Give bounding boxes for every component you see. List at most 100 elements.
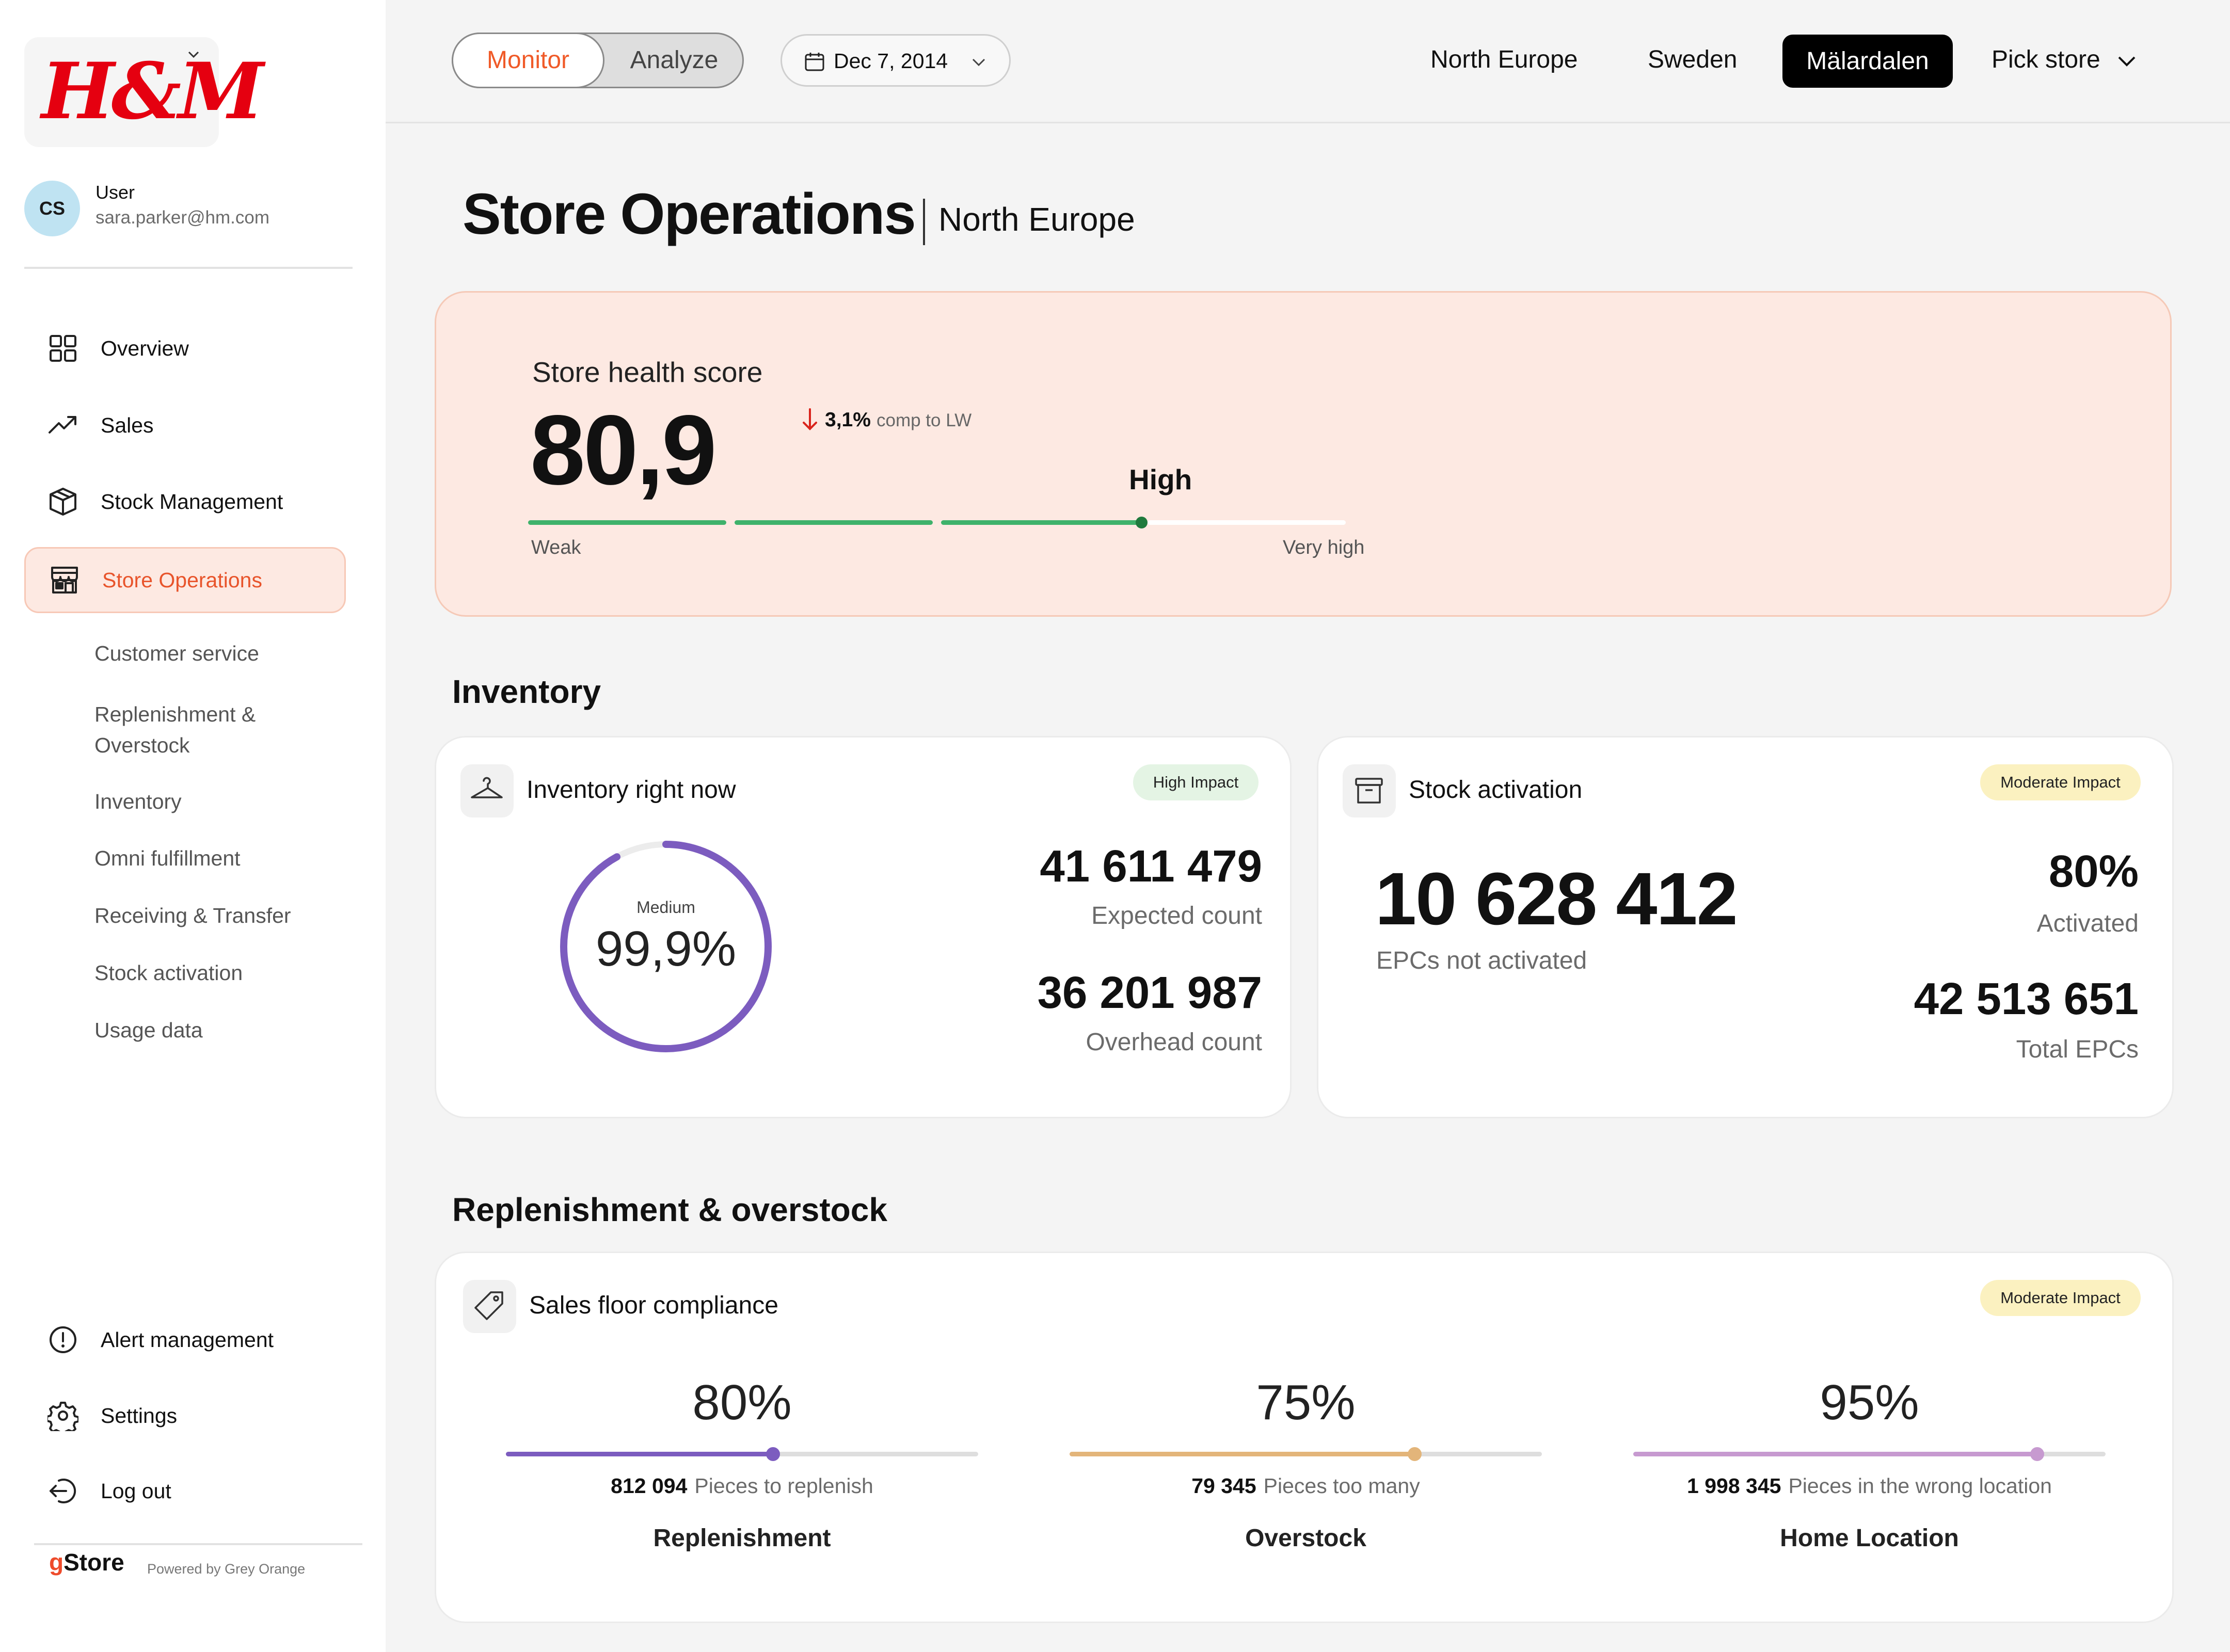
mode-analyze-button[interactable]: Analyze [630, 46, 719, 74]
title-separator [923, 199, 925, 245]
metric-fill [506, 1452, 773, 1456]
mode-monitor-button[interactable]: Monitor [452, 33, 604, 88]
page-subtitle: North Europe [938, 201, 1135, 238]
subnav-customer-service[interactable]: Customer service [94, 641, 259, 665]
sidebar-item-sales[interactable]: Sales [24, 394, 343, 457]
activated-label: Activated [2036, 910, 2139, 937]
epcs-not-activated: 10 628 412 [1375, 857, 1738, 940]
subnav-usage-data[interactable]: Usage data [94, 1018, 203, 1042]
health-label: Store health score [532, 356, 763, 388]
alert-circle-icon [50, 1326, 76, 1353]
total-epcs-label: Total EPCs [2016, 1036, 2139, 1063]
chevron-down-icon[interactable] [186, 46, 201, 62]
sidebar-item-alert-management[interactable]: Alert management [24, 1308, 343, 1371]
expected-count-label: Expected count [1091, 902, 1262, 929]
brand-switcher[interactable] [24, 37, 219, 147]
metric-count-line: 79 345 Pieces too many [1070, 1474, 1542, 1498]
user-email: sara.parker@hm.com [95, 207, 270, 228]
expected-count: 41 611 479 [1040, 841, 1262, 891]
tag-icon-box [463, 1280, 516, 1333]
subnav-label-line: Replenishment & [94, 702, 256, 726]
pick-store-dropdown[interactable]: Pick store [1992, 45, 2136, 74]
sidebar-footer-divider [34, 1543, 362, 1545]
impact-badge: High Impact [1133, 764, 1259, 800]
date-value: Dec 7, 2014 [834, 49, 948, 73]
logout-icon [50, 1479, 76, 1503]
metric-name: Home Location [1780, 1525, 1959, 1552]
subnav-replenishment-overstock[interactable]: Replenishment & Overstock [94, 699, 256, 761]
arrow-down-icon [803, 408, 817, 430]
metric-fill [1070, 1452, 1414, 1456]
health-bar-fill [735, 520, 933, 525]
hanger-icon-box [460, 764, 514, 817]
metric-marker [1407, 1447, 1422, 1461]
health-delta: 3,1% [825, 409, 871, 431]
total-epcs: 42 513 651 [1914, 974, 2139, 1024]
ring-label: Medium [636, 898, 695, 917]
health-delta-suffix: comp to LW [877, 410, 972, 430]
calendar-icon [805, 53, 824, 71]
user-name: User [95, 182, 135, 203]
metric-marker [2030, 1447, 2045, 1461]
card-title: Inventory right now [527, 776, 736, 804]
activated-percent: 80% [2048, 846, 2139, 896]
inventory-ring-chart [560, 841, 772, 1052]
subnav-inventory[interactable]: Inventory [94, 790, 182, 813]
sidebar-item-label: Settings [101, 1404, 178, 1428]
gstore-logo: gStore [49, 1548, 124, 1576]
epcs-not-activated-label: EPCs not activated [1376, 947, 1587, 974]
hanger-icon [471, 777, 503, 798]
overhead-count: 36 201 987 [1037, 968, 1262, 1018]
crumb-sweden[interactable]: Sweden [1648, 46, 1738, 73]
card-title: Stock activation [1409, 776, 1583, 804]
metric-count-line: 1 998 345 Pieces in the wrong location [1633, 1474, 2106, 1498]
metric-count: 1 998 345 [1687, 1474, 1781, 1498]
sidebar-item-store-operations[interactable]: Store Operations [24, 547, 346, 613]
sidebar-divider [24, 267, 353, 269]
ring-progress [560, 841, 772, 1052]
store-icon [51, 567, 78, 594]
avatar[interactable]: CS [24, 181, 80, 236]
ring-value: 99,9% [595, 921, 737, 976]
card-title: Sales floor compliance [529, 1292, 778, 1319]
sidebar-item-label: Stock Management [101, 490, 283, 514]
metric-count: 812 094 [611, 1474, 688, 1498]
impact-badge: Moderate Impact [1980, 764, 2141, 800]
section-title-inventory: Inventory [452, 673, 601, 710]
impact-badge: Moderate Impact [1980, 1280, 2141, 1316]
box-icon [50, 488, 76, 516]
subnav-stock-activation[interactable]: Stock activation [94, 961, 243, 985]
store-health-card: Store health score 80,9 3,1% comp to LW … [435, 291, 2172, 617]
health-score: 80,9 [530, 394, 717, 505]
tag-icon [474, 1291, 503, 1320]
metric-count-line: 812 094 Pieces to replenish [506, 1474, 978, 1498]
metric-percent: 95% [1820, 1375, 1919, 1430]
sidebar-item-stock-management[interactable]: Stock Management [24, 470, 343, 533]
sidebar-item-settings[interactable]: Settings [24, 1384, 343, 1447]
health-bar-fill [941, 520, 1139, 525]
chevron-down-icon [972, 58, 985, 67]
crumb-malardalen[interactable]: Mälardalen [1782, 35, 1953, 88]
health-min-label: Weak [531, 537, 581, 558]
trend-up-icon [49, 416, 76, 434]
health-bar-segment [1148, 520, 1346, 525]
gstore-logo-text: Store [63, 1549, 124, 1576]
sidebar-item-label: Sales [101, 413, 154, 437]
metric-desc: Pieces too many [1263, 1474, 1420, 1498]
metric-count: 79 345 [1191, 1474, 1256, 1498]
hm-logo: H&M [41, 46, 264, 137]
sidebar-item-overview[interactable]: Overview [24, 317, 343, 380]
sidebar-item-log-out[interactable]: Log out [24, 1459, 343, 1522]
pick-store-label: Pick store [1992, 46, 2100, 73]
main-content: Monitor Analyze Dec 7, 2014 North Europe… [386, 0, 2230, 1652]
metric-desc: Pieces in the wrong location [1788, 1474, 2052, 1498]
date-picker[interactable]: Dec 7, 2014 [780, 34, 1011, 87]
archive-icon [1355, 778, 1383, 804]
crumb-north-europe[interactable]: North Europe [1430, 46, 1578, 73]
subnav-omni-fulfillment[interactable]: Omni fulfillment [94, 846, 241, 870]
health-max-label: Very high [1283, 537, 1365, 558]
metric-marker [766, 1447, 780, 1461]
powered-by: Powered by Grey Orange [147, 1561, 306, 1577]
metric-desc: Pieces to replenish [694, 1474, 873, 1498]
subnav-receiving-transfer[interactable]: Receiving & Transfer [94, 904, 291, 927]
